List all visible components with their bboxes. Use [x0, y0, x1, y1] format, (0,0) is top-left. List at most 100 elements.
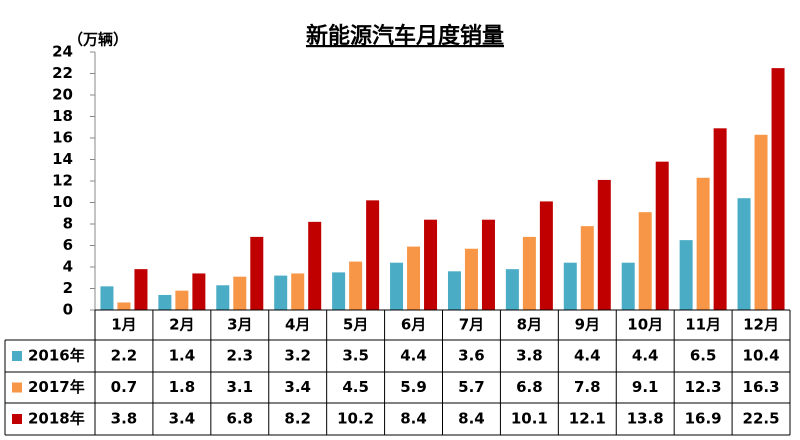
- bar: [233, 276, 247, 310]
- x-tick-label: 2月: [169, 316, 194, 334]
- table-value: 7.8: [574, 378, 601, 396]
- table-value: 2.3: [227, 347, 254, 365]
- y-tick-label: 24: [52, 43, 73, 61]
- x-tick-label: 4月: [285, 316, 310, 334]
- table-value: 1.4: [169, 347, 196, 365]
- bar: [464, 248, 478, 310]
- bar: [407, 246, 421, 310]
- table-value: 16.3: [743, 378, 780, 396]
- y-tick-label: 10: [52, 193, 73, 211]
- bar: [737, 198, 751, 310]
- bar: [332, 272, 346, 310]
- bar: [597, 179, 611, 310]
- bar: [175, 290, 189, 310]
- table-value: 2.2: [111, 347, 138, 365]
- table-value: 4.4: [574, 347, 601, 365]
- x-tick-label: 5月: [343, 316, 368, 334]
- table-value: 6.8: [227, 410, 254, 428]
- table-value: 10.1: [511, 410, 548, 428]
- y-tick-label: 8: [63, 215, 73, 233]
- legend-label: 2017年: [28, 378, 85, 396]
- y-tick-label: 6: [63, 236, 73, 254]
- table-value: 8.4: [458, 410, 485, 428]
- chart-title: 新能源汽车月度销量: [306, 23, 504, 49]
- table-value: 5.9: [400, 378, 427, 396]
- table-value: 12.3: [685, 378, 722, 396]
- bar: [563, 262, 577, 310]
- bar: [250, 236, 264, 310]
- table-value: 9.1: [632, 378, 659, 396]
- legend-marker: [12, 351, 22, 361]
- bar: [754, 134, 768, 310]
- bar: [481, 219, 495, 310]
- table-value: 5.7: [458, 378, 485, 396]
- bar: [621, 262, 635, 310]
- table-value: 3.8: [111, 410, 138, 428]
- y-tick-label: 20: [52, 86, 73, 104]
- table-value: 10.2: [337, 410, 374, 428]
- x-tick-label: 9月: [575, 316, 600, 334]
- y-tick-label: 22: [52, 64, 73, 82]
- table-value: 0.7: [111, 378, 138, 396]
- table-value: 1.8: [169, 378, 196, 396]
- table-value: 13.8: [627, 410, 664, 428]
- table-value: 3.8: [516, 347, 543, 365]
- bar: [580, 226, 594, 310]
- table-value: 22.5: [743, 410, 780, 428]
- bar: [424, 219, 438, 310]
- table-value: 6.8: [516, 378, 543, 396]
- legend-label: 2016年: [28, 347, 85, 365]
- legend-marker: [12, 414, 22, 424]
- y-tick-label: 2: [63, 279, 73, 297]
- x-tick-label: 6月: [401, 316, 426, 334]
- bar: [505, 269, 519, 310]
- table-value: 10.4: [743, 347, 780, 365]
- table-value: 3.1: [227, 378, 254, 396]
- legend-marker: [12, 382, 22, 393]
- bar: [349, 261, 363, 310]
- x-tick-label: 7月: [459, 316, 484, 334]
- table-value: 8.4: [400, 410, 427, 428]
- bar: [696, 177, 710, 310]
- table-value: 12.1: [569, 410, 606, 428]
- table-value: 4.4: [400, 347, 427, 365]
- y-tick-label: 12: [52, 172, 73, 190]
- table-value: 16.9: [685, 410, 722, 428]
- legend-label: 2018年: [28, 410, 85, 428]
- bar: [522, 236, 536, 310]
- bar: [390, 262, 404, 310]
- bar: [366, 200, 380, 310]
- bar: [274, 275, 288, 310]
- bar: [539, 201, 553, 310]
- bar: [679, 240, 693, 310]
- bar: [308, 221, 322, 310]
- y-tick-label: 0: [63, 301, 73, 319]
- bar: [655, 161, 669, 310]
- x-tick-label: 10月: [627, 316, 663, 334]
- table-value: 3.4: [284, 378, 311, 396]
- table-value: 4.5: [342, 378, 369, 396]
- bar: [158, 294, 172, 310]
- bar: [216, 285, 230, 310]
- table-value: 8.2: [284, 410, 311, 428]
- bar: [638, 212, 652, 310]
- bar: [447, 271, 461, 310]
- table-value: 3.2: [284, 347, 311, 365]
- y-tick-label: 14: [52, 150, 73, 168]
- x-tick-label: 3月: [227, 316, 252, 334]
- bar: [713, 128, 727, 310]
- table-value: 6.5: [690, 347, 717, 365]
- y-tick-label: 4: [63, 258, 73, 276]
- x-tick-label: 12月: [743, 316, 779, 334]
- y-tick-label: 16: [52, 129, 73, 147]
- y-tick-label: 18: [52, 107, 73, 125]
- bar: [117, 302, 131, 310]
- y-axis-label: （万辆）: [68, 31, 128, 49]
- table-value: 3.6: [458, 347, 485, 365]
- bar: [771, 68, 785, 310]
- bar: [100, 286, 114, 310]
- table-value: 3.4: [169, 410, 196, 428]
- x-tick-label: 1月: [111, 316, 136, 334]
- table-value: 3.5: [342, 347, 369, 365]
